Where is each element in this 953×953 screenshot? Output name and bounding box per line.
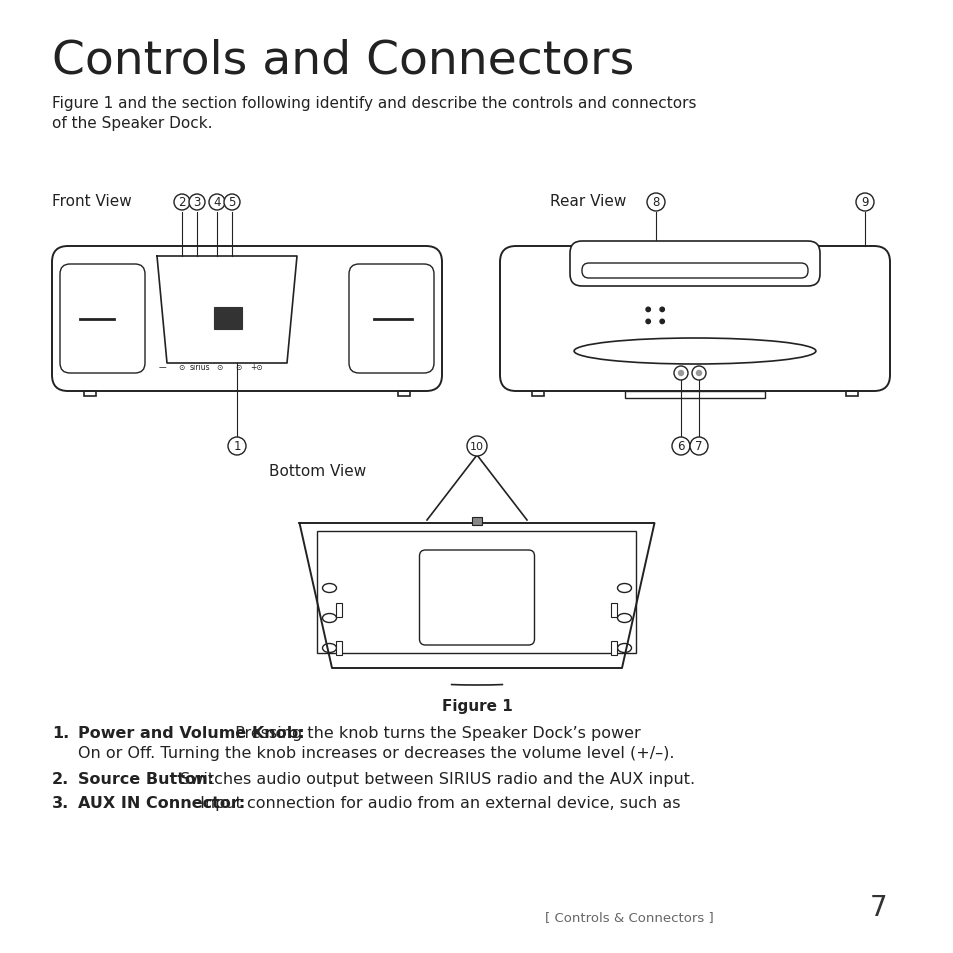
Text: Front View: Front View: [52, 193, 132, 209]
Circle shape: [645, 308, 650, 313]
Text: 1: 1: [233, 440, 240, 453]
Text: sirius: sirius: [190, 363, 210, 372]
Text: —: —: [158, 363, 166, 372]
Circle shape: [173, 194, 190, 211]
Text: of the Speaker Dock.: of the Speaker Dock.: [52, 116, 213, 131]
Circle shape: [678, 371, 682, 376]
Bar: [611, 641, 617, 656]
Text: ⊙: ⊙: [215, 363, 222, 372]
Text: Figure 1 and the section following identify and describe the controls and connec: Figure 1 and the section following ident…: [52, 96, 696, 111]
Text: Rear View: Rear View: [550, 193, 626, 209]
Circle shape: [673, 367, 687, 380]
Polygon shape: [299, 523, 654, 668]
FancyBboxPatch shape: [581, 264, 807, 278]
Text: ⊙: ⊙: [234, 363, 241, 372]
Circle shape: [659, 320, 663, 324]
Text: 3: 3: [193, 196, 200, 210]
Text: +⊙: +⊙: [251, 363, 263, 372]
Text: Power and Volume Knob:: Power and Volume Knob:: [78, 725, 304, 740]
Circle shape: [646, 193, 664, 212]
Circle shape: [689, 437, 707, 456]
Text: 6: 6: [677, 440, 684, 453]
Circle shape: [209, 194, 225, 211]
Text: 5: 5: [228, 196, 235, 210]
Circle shape: [696, 371, 700, 376]
Text: 2.: 2.: [52, 771, 70, 786]
Text: 9: 9: [861, 196, 868, 210]
Text: Switches audio output between SIRIUS radio and the AUX input.: Switches audio output between SIRIUS rad…: [174, 771, 694, 786]
Bar: [532, 392, 543, 396]
Circle shape: [855, 193, 873, 212]
Polygon shape: [157, 256, 296, 364]
FancyBboxPatch shape: [349, 265, 434, 374]
Text: ⊙: ⊙: [177, 363, 184, 372]
Text: Source Button:: Source Button:: [78, 771, 213, 786]
Text: Bottom View: Bottom View: [269, 463, 366, 478]
Bar: [624, 392, 764, 398]
Circle shape: [659, 308, 663, 313]
Circle shape: [228, 437, 246, 456]
Text: 3.: 3.: [52, 795, 70, 810]
Text: Figure 1: Figure 1: [441, 699, 512, 713]
FancyBboxPatch shape: [569, 242, 820, 287]
Circle shape: [645, 320, 650, 324]
Text: 2: 2: [178, 196, 186, 210]
Text: [ Controls & Connectors ]: [ Controls & Connectors ]: [544, 910, 713, 923]
Bar: [336, 641, 342, 656]
Text: 7: 7: [869, 893, 886, 921]
FancyBboxPatch shape: [419, 551, 534, 645]
Text: Controls and Connectors: Controls and Connectors: [52, 39, 634, 84]
Bar: [472, 517, 481, 525]
Circle shape: [691, 367, 705, 380]
Bar: [336, 603, 342, 618]
Text: On or Off. Turning the knob increases or decreases the volume level (+/–).: On or Off. Turning the knob increases or…: [78, 745, 674, 760]
Text: AUX IN Connector:: AUX IN Connector:: [78, 795, 245, 810]
Circle shape: [671, 437, 689, 456]
Circle shape: [467, 436, 486, 456]
Circle shape: [189, 194, 205, 211]
Ellipse shape: [574, 338, 815, 365]
Text: 8: 8: [652, 196, 659, 210]
Bar: [317, 532, 636, 654]
Bar: [213, 308, 242, 330]
Text: Input connection for audio from an external device, such as: Input connection for audio from an exter…: [195, 795, 680, 810]
FancyBboxPatch shape: [60, 265, 145, 374]
Bar: [84, 392, 96, 396]
Text: 7: 7: [695, 440, 702, 453]
Bar: [845, 392, 857, 396]
Circle shape: [224, 194, 240, 211]
Text: 10: 10: [470, 441, 483, 452]
Bar: [397, 392, 410, 396]
Text: Pressing the knob turns the Speaker Dock’s power: Pressing the knob turns the Speaker Dock…: [230, 725, 639, 740]
Text: 4: 4: [213, 196, 220, 210]
Text: 1.: 1.: [52, 725, 70, 740]
Bar: [611, 603, 617, 618]
